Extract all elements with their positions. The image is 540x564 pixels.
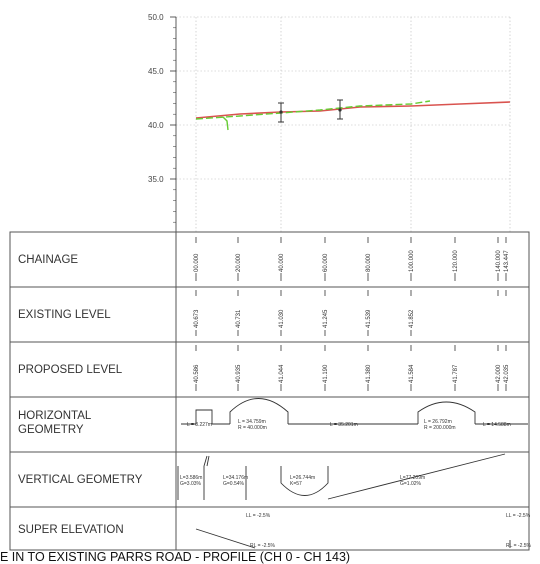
existing-level-ticks: [195, 290, 507, 336]
vertical-geometry-graphic: [177, 453, 506, 500]
curve-point-marker: [279, 110, 283, 114]
horizontal-curve-radius: R = 200.000m: [424, 425, 456, 431]
grid-lines: [176, 16, 511, 232]
y-tick-label: 50.0: [148, 13, 164, 22]
existing-level-value: 40.673: [194, 309, 200, 328]
chainage-value: 60.000: [323, 253, 329, 272]
super-elevation-left: LL = -2.5%: [506, 513, 531, 519]
horizontal-curve-length: L = 34.759m: [238, 419, 266, 425]
chainage-value: 20.000: [236, 253, 242, 272]
horizontal-end-label: L = 14.588m: [483, 422, 511, 428]
chainage-value: 100.000: [409, 250, 415, 272]
data-bands-table: [9, 231, 530, 551]
vertical-segment-length: L=34.176m: [223, 475, 248, 481]
y-tick-label: 45.0: [148, 67, 164, 76]
proposed-level-value: 42.000: [496, 364, 502, 383]
existing-level-line: [195, 100, 431, 120]
y-axis: [170, 16, 177, 232]
band-label-horizontal-geometry-1: HORIZONTAL: [18, 410, 92, 422]
proposed-level-value: 42.035: [504, 364, 510, 383]
proposed-level-value: 41.787: [453, 364, 459, 383]
chainage-ticks: [195, 237, 507, 281]
curve-point-marker: [338, 108, 342, 112]
vertical-curve-k: K=57: [290, 481, 302, 487]
chainage-value: 00.000: [194, 253, 200, 272]
vertical-segment-grade: G=1.02%: [400, 481, 422, 487]
drawing-caption: E IN TO EXISTING PARRS ROAD - PROFILE (C…: [0, 550, 351, 564]
existing-level-value: 41.539: [366, 309, 372, 328]
proposed-level-value: 41.584: [409, 364, 415, 383]
proposed-level-value: 41.380: [366, 364, 372, 383]
band-label-chainage: CHAINAGE: [18, 254, 79, 266]
existing-level-value: 41.030: [279, 309, 285, 328]
vertical-curve-length: L=26.744m: [290, 475, 315, 481]
super-elevation-left: LL = -2.5%: [246, 513, 271, 519]
vertical-segment-length: L=77.209m: [400, 475, 425, 481]
chainage-value: 143.447: [504, 250, 510, 272]
horizontal-curve-length: L = 26.792m: [424, 419, 452, 425]
existing-level-value: 41.852: [409, 309, 415, 328]
horizontal-segment-label: L = 8.227m: [187, 422, 212, 428]
super-elevation-right: RL = -2.5%: [506, 543, 532, 549]
proposed-level-line: [195, 101, 511, 119]
chainage-value: 80.000: [366, 253, 372, 272]
band-label-vertical-geometry: VERTICAL GEOMETRY: [18, 474, 143, 486]
horizontal-straight-label: L = 35.201m: [330, 422, 358, 428]
vertical-segment-grade: G=0.54%: [223, 481, 245, 487]
horizontal-curve-radius: R = 40.000m: [238, 425, 267, 431]
super-elevation-right: RL = -2.5%: [250, 543, 276, 549]
existing-ground-dip: [222, 116, 229, 131]
band-label-super-elevation: SUPER ELEVATION: [18, 524, 124, 536]
proposed-level-value: 40.935: [236, 364, 242, 383]
band-label-horizontal-geometry-2: GEOMETRY: [18, 424, 84, 436]
band-label-existing-level: EXISTING LEVEL: [18, 309, 111, 321]
proposed-level-ticks: [195, 345, 507, 391]
horizontal-geometry-graphic: [181, 398, 528, 425]
proposed-level-value: 41.044: [279, 364, 285, 383]
chainage-value: 120.000: [453, 250, 459, 272]
y-tick-label: 40.0: [148, 121, 164, 130]
existing-level-value: 41.245: [323, 309, 329, 328]
y-tick-label: 35.0: [148, 175, 164, 184]
profile-plot: 50.0 45.0 40.0 35.0: [148, 13, 511, 232]
proposed-level-value: 40.586: [194, 364, 200, 383]
chainage-value: 140.000: [496, 250, 502, 272]
existing-level-value: 40.731: [236, 309, 242, 328]
vertical-segment-length: L=3.586m: [180, 475, 202, 481]
chainage-value: 40.000: [279, 253, 285, 272]
super-elevation-graphic: [195, 528, 511, 549]
band-label-proposed-level: PROPOSED LEVEL: [18, 364, 123, 376]
vertical-segment-grade: G=3.03%: [180, 481, 202, 487]
proposed-level-value: 41.190: [323, 364, 329, 383]
